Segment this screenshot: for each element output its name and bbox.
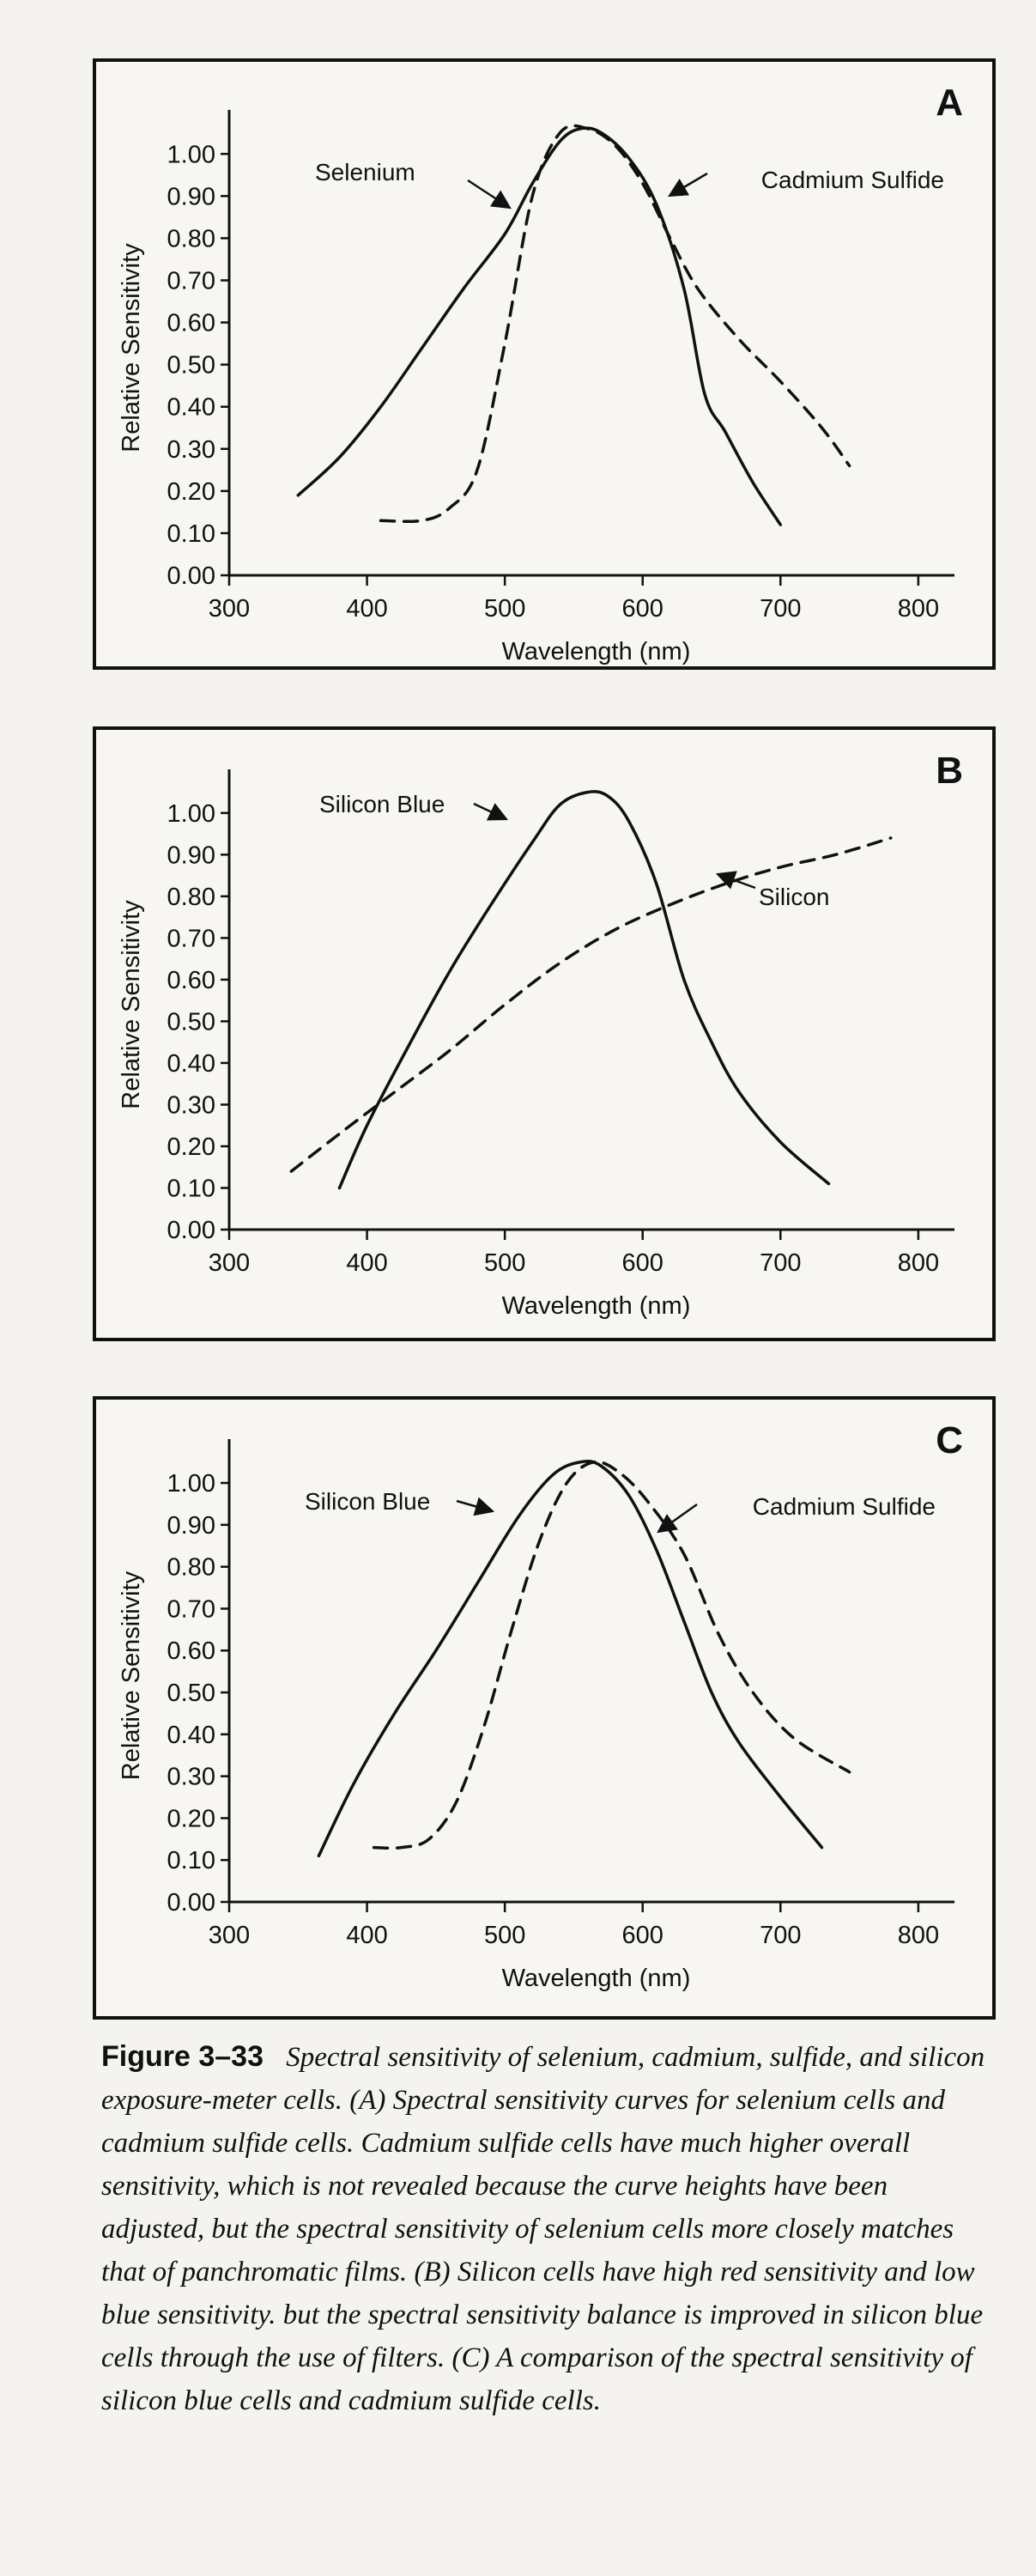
panel-letter: A — [936, 82, 963, 124]
series-line-silicon — [289, 836, 893, 1173]
x-tick-label: 300 — [209, 1922, 250, 1949]
y-tick-label: 0.60 — [167, 1637, 215, 1665]
y-tick-label: 0.00 — [167, 1889, 215, 1917]
series-label-arrow — [715, 871, 756, 890]
series-label-arrow — [467, 179, 512, 210]
x-tick-label: 700 — [760, 1922, 801, 1949]
y-tick-label: 0.50 — [167, 352, 215, 380]
y-tick-label: 0.30 — [167, 436, 215, 464]
x-tick-label: 400 — [346, 1249, 387, 1277]
x-axis-label: Wavelength (nm) — [502, 1965, 691, 1992]
y-tick-label: 0.40 — [167, 1722, 215, 1749]
figure-label: Figure 3–33 — [101, 2040, 264, 2073]
x-tick-label: 700 — [760, 1249, 801, 1277]
x-tick-label: 500 — [484, 595, 525, 623]
x-tick-label: 800 — [898, 595, 939, 623]
series-line-cadmium-sulfide — [379, 124, 851, 524]
y-axis-label: Relative Sensitivity — [118, 1571, 145, 1780]
y-tick-label: 0.10 — [167, 1847, 215, 1874]
figure-caption: Figure 3–33 Spectral sensitivity of sele… — [101, 2035, 994, 2422]
series-label-arrow — [456, 1497, 495, 1516]
y-tick-label: 1.00 — [167, 1470, 215, 1498]
y-tick-label: 0.70 — [167, 1595, 215, 1623]
series-line-cadmium-sulfide — [372, 1460, 851, 1850]
series-label-arrow — [473, 802, 509, 821]
series-line-selenium — [296, 126, 783, 526]
y-tick-label: 0.90 — [167, 1512, 215, 1540]
y-tick-label: 0.20 — [167, 1805, 215, 1832]
x-tick-label: 600 — [622, 1922, 663, 1949]
x-tick-label: 700 — [760, 595, 801, 623]
series-label-silicon: Silicon — [759, 884, 829, 910]
x-tick-label: 600 — [622, 1249, 663, 1277]
y-tick-label: 0.90 — [167, 841, 215, 869]
chart-b-svg: 0.00 0.10 0.20 0.30 0.40 0.50 0.60 0.70 0.80 0.90… — [118, 750, 963, 1320]
x-tick-label: 500 — [484, 1249, 525, 1277]
x-axis-label: Wavelength (nm) — [502, 1292, 691, 1320]
y-tick-label: 1.00 — [167, 141, 215, 168]
y-tick-label: 0.80 — [167, 225, 215, 252]
y-tick-label: 0.10 — [167, 1175, 215, 1202]
y-tick-label: 0.80 — [167, 884, 215, 911]
chart-a-svg: 0.00 0.10 0.20 0.30 0.40 0.50 0.60 0.70 0.80 0.90… — [118, 82, 963, 665]
y-tick-label: 0.00 — [167, 562, 215, 590]
series-label-arrow — [657, 1503, 698, 1534]
y-tick-label: 0.40 — [167, 394, 215, 422]
y-tick-label: 0.80 — [167, 1554, 215, 1582]
y-tick-label: 0.60 — [167, 310, 215, 337]
series-line-silicon-blue — [317, 1459, 824, 1858]
x-tick-label: 400 — [346, 1922, 387, 1949]
y-tick-label: 1.00 — [167, 800, 215, 828]
series-line-silicon-blue — [337, 790, 831, 1190]
y-tick-label: 0.40 — [167, 1050, 215, 1078]
y-tick-label: 0.90 — [167, 183, 215, 210]
x-tick-label: 600 — [622, 595, 663, 623]
series-label-selenium: Selenium — [315, 159, 415, 185]
y-axis-label: Relative Sensitivity — [118, 900, 145, 1109]
panel-letter: C — [936, 1419, 963, 1461]
series-label-silicon-blue: Silicon Blue — [305, 1488, 430, 1515]
y-tick-label: 0.00 — [167, 1217, 215, 1244]
chart-panel-a: 0.00 0.10 0.20 0.30 0.40 0.50 0.60 0.70 0.80 0.90… — [93, 58, 996, 670]
chart-panel-c: 0.00 0.10 0.20 0.30 0.40 0.50 0.60 0.70 0.80 0.90… — [93, 1396, 996, 2020]
x-axis-label: Wavelength (nm) — [502, 638, 691, 665]
x-tick-label: 500 — [484, 1922, 525, 1949]
series-label-cadmium-sulfide: Cadmium Sulfide — [761, 167, 944, 193]
figure-caption-text: Spectral sensitivity of selenium, cadmiu… — [101, 2042, 985, 2416]
y-tick-label: 0.50 — [167, 1008, 215, 1036]
x-tick-label: 800 — [898, 1249, 939, 1277]
y-tick-label: 0.50 — [167, 1680, 215, 1707]
series-label-cadmium-sulfide: Cadmium Sulfide — [753, 1493, 936, 1520]
y-tick-label: 0.10 — [167, 520, 215, 548]
y-tick-label: 0.70 — [167, 267, 215, 295]
y-tick-label: 0.30 — [167, 1091, 215, 1119]
x-tick-label: 300 — [209, 595, 250, 623]
chart-c-svg: 0.00 0.10 0.20 0.30 0.40 0.50 0.60 0.70 0.80 0.90… — [118, 1419, 963, 1992]
y-tick-label: 0.70 — [167, 925, 215, 952]
y-axis-label: Relative Sensitivity — [118, 243, 145, 453]
panel-letter: B — [936, 750, 963, 792]
series-label-silicon-blue: Silicon Blue — [319, 791, 445, 817]
x-tick-label: 800 — [898, 1922, 939, 1949]
x-tick-label: 300 — [209, 1249, 250, 1277]
x-tick-label: 400 — [346, 595, 387, 623]
y-tick-label: 0.20 — [167, 1133, 215, 1161]
y-tick-label: 0.20 — [167, 478, 215, 506]
y-tick-label: 0.60 — [167, 967, 215, 994]
series-label-arrow — [668, 172, 708, 197]
chart-panel-b: 0.00 0.10 0.20 0.30 0.40 0.50 0.60 0.70 0.80 0.90… — [93, 726, 996, 1341]
y-tick-label: 0.30 — [167, 1764, 215, 1791]
